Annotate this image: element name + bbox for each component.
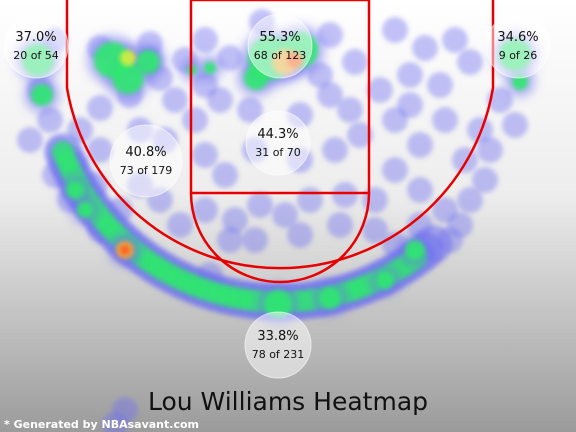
heat-blob [212,162,238,188]
heat-blob [217,45,243,71]
court-lines [65,0,495,284]
heat-blob [87,95,113,121]
zone-mid-center: 44.3% 31 of 70 [245,110,311,176]
heat-blob [192,142,218,168]
heat-blob [272,202,298,228]
zone-bubble [109,124,183,198]
heat-layer [15,9,538,432]
three-point-line [65,0,495,270]
heat-blob [447,212,473,238]
heat-blob [217,227,243,253]
heat-blob [367,77,393,103]
heat-blob [287,222,313,248]
heat-blob [66,181,84,199]
paint-lane [189,0,371,195]
heat-blob [376,271,394,289]
heat-blob [322,137,348,163]
heat-blob [17,127,43,153]
heat-blob [452,147,478,173]
zone-layer: 37.0% 20 of 54 55.3% 68 of 123 34.6% 9 of 26 4… [3,13,551,379]
heat-blob [162,87,188,113]
heat-blob [342,49,368,75]
heat-blob [457,49,483,75]
heat-blob [427,72,453,98]
heat-blob [192,27,218,53]
zone-count: 78 of 231 [252,348,305,361]
heat-blob [347,122,373,148]
zone-bubble [244,311,312,379]
heat-blob [477,137,503,163]
heat-blob [362,217,388,243]
heat-blob [382,157,408,183]
heat-blob [467,117,493,143]
heat-blob [407,132,433,158]
heat-blob [327,212,353,238]
zone-three-arc: 33.8% 78 of 231 [244,311,312,379]
heat-blob [317,82,343,108]
heat-blob [442,27,468,53]
zone-count: 68 of 123 [254,49,307,62]
heat-blob [405,240,425,260]
zone-percentage: 55.3% [259,30,300,45]
heat-blob [407,177,433,203]
zone-right-corner: 34.6% 9 of 26 [485,13,551,79]
heat-blob [337,97,363,123]
heat-blob [120,245,130,255]
heat-blob [120,50,136,66]
zone-bubble [245,110,311,176]
zone-percentage: 40.8% [125,145,166,160]
heat-blob [37,107,63,133]
heat-blob [432,107,458,133]
heat-blob [472,167,498,193]
free-throw-circle [189,192,371,284]
zone-percentage: 33.8% [257,329,298,344]
heat-blob [167,212,193,238]
heat-blob [87,137,113,163]
zone-bubble [3,13,69,79]
heat-blob [77,202,93,218]
heat-blob [332,182,358,208]
heat-blob [192,197,218,223]
zone-percentage: 37.0% [15,30,56,45]
heat-blob [182,107,208,133]
heat-blob [502,112,528,138]
heat-blob [397,62,423,88]
zone-paint: 55.3% 68 of 123 [247,13,313,79]
heat-blob [204,62,216,74]
heat-blob [412,35,438,61]
zone-count: 20 of 54 [13,49,59,62]
heat-blob [31,84,53,106]
zone-left-mid: 40.8% 73 of 179 [109,124,183,198]
heat-blob [319,287,341,309]
heat-blob [382,17,408,43]
zone-percentage: 34.6% [497,30,538,45]
zone-count: 31 of 70 [255,146,301,159]
heat-blob [237,97,263,123]
zone-left-corner: 37.0% 20 of 54 [3,13,69,79]
heat-blob [362,187,388,213]
heat-blob [457,187,483,213]
heat-blob [112,62,144,94]
zone-bubble [247,13,313,79]
zone-count: 9 of 26 [499,49,538,62]
heat-blob [264,290,292,318]
zone-percentage: 44.3% [257,127,298,142]
chart-title: Lou Williams Heatmap [148,387,428,416]
heat-blob [487,87,513,113]
heat-blob [136,50,160,74]
zone-count: 73 of 179 [120,164,173,177]
heat-blob [397,92,423,118]
heat-blob [222,207,248,233]
heat-blob [242,227,268,253]
zone-bubble [485,13,551,79]
heat-blob [247,192,273,218]
footer-credit: * Generated by NBAsavant.com [4,418,199,431]
heat-blob [297,187,323,213]
heat-blob [102,412,128,432]
